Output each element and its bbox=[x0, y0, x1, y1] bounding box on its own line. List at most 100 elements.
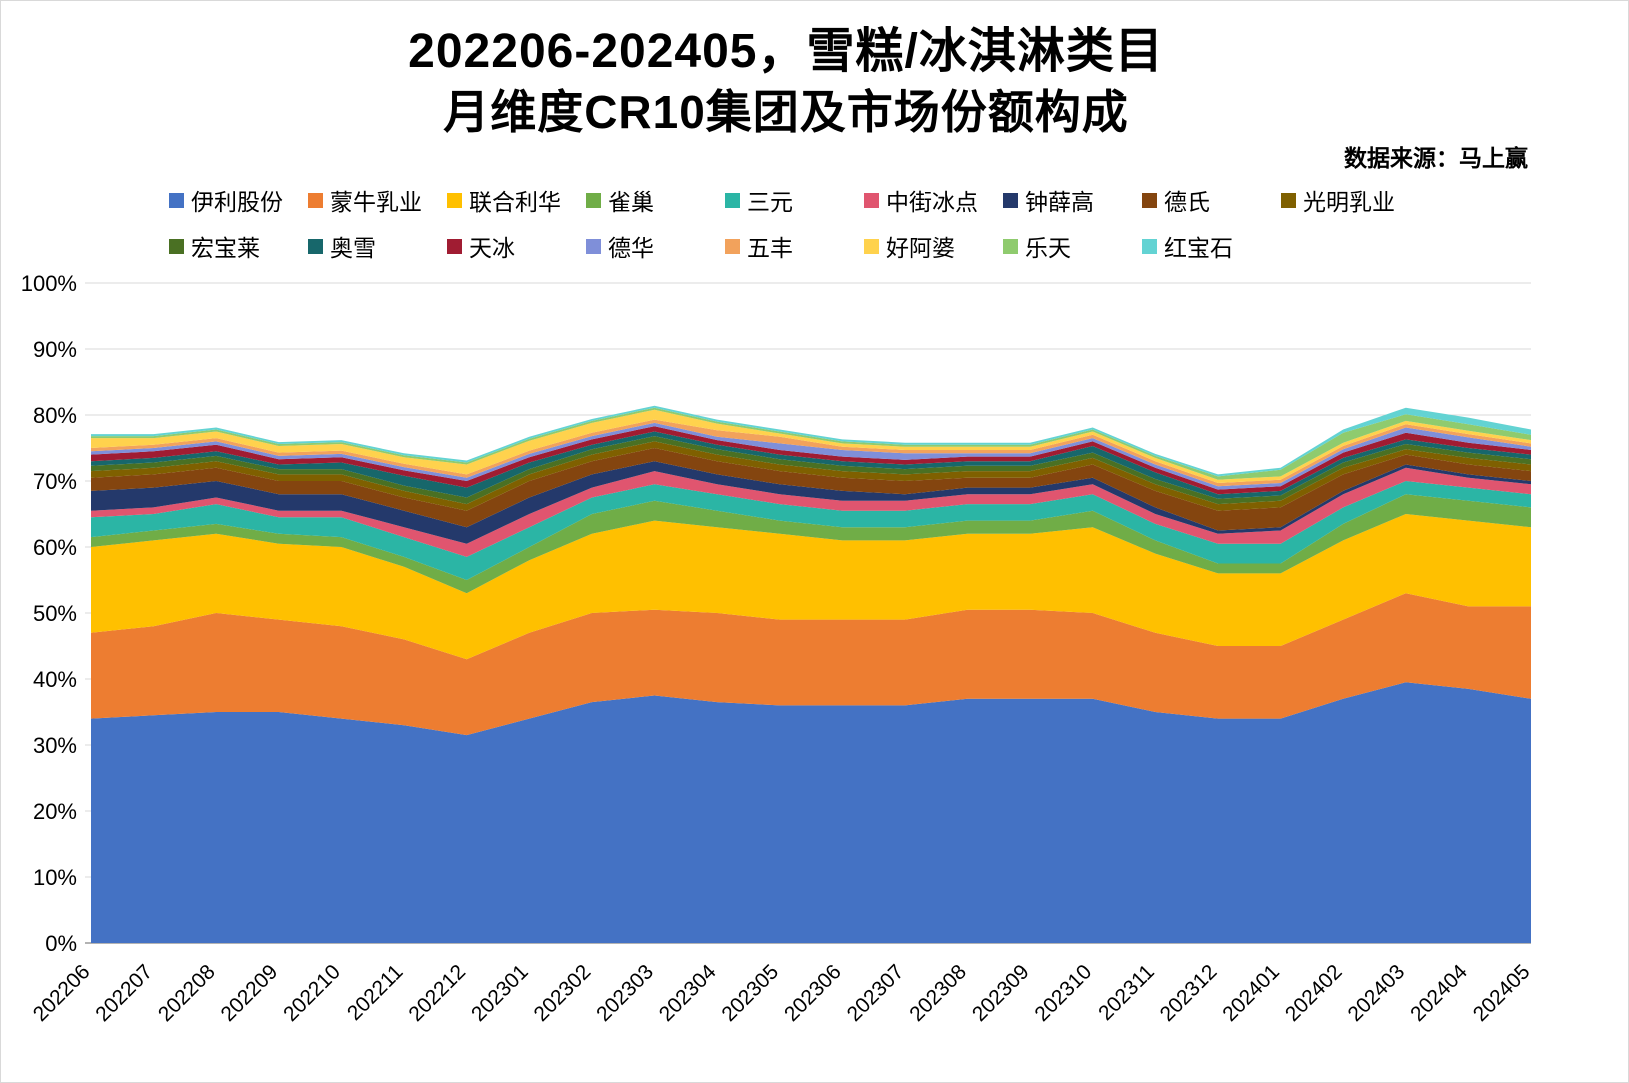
area-series-3 bbox=[91, 494, 1531, 594]
y-axis-label: 80% bbox=[33, 403, 77, 428]
area-series-0 bbox=[91, 682, 1531, 943]
area-layers bbox=[91, 405, 1531, 943]
x-axis-label: 202206 bbox=[29, 960, 95, 1026]
x-axis-label: 202209 bbox=[217, 960, 283, 1026]
legend-label: 宏宝莱 bbox=[191, 235, 260, 261]
x-axis-label: 202207 bbox=[91, 960, 157, 1026]
area-series-12 bbox=[91, 422, 1531, 490]
y-axis-label: 100% bbox=[21, 271, 77, 296]
legend-item-1: 蒙牛乳业 bbox=[308, 183, 447, 217]
legend-swatch bbox=[1003, 192, 1018, 208]
legend-label: 钟薛高 bbox=[1025, 189, 1094, 215]
y-axis-label: 20% bbox=[33, 799, 77, 824]
legend-item-15: 乐天 bbox=[1003, 229, 1142, 263]
x-axis-label: 202306 bbox=[780, 960, 846, 1026]
legend-swatch bbox=[308, 192, 323, 208]
legend-item-9: 宏宝莱 bbox=[169, 229, 308, 263]
x-axis-label: 202303 bbox=[592, 960, 658, 1026]
chart-title: 202206-202405，雪糕/冰淇淋类目 月维度CR10集团及市场份额构成 bbox=[1, 21, 1571, 141]
x-axis-label: 202302 bbox=[530, 960, 596, 1026]
legend-label: 五丰 bbox=[747, 235, 793, 261]
legend-label: 雀巢 bbox=[608, 189, 654, 215]
x-axis-label: 202301 bbox=[467, 960, 533, 1026]
legend-item-2: 联合利华 bbox=[447, 183, 586, 217]
x-axis-label: 202310 bbox=[1030, 960, 1096, 1026]
legend-item-14: 好阿婆 bbox=[864, 229, 1003, 263]
x-axis-label: 202405 bbox=[1469, 960, 1535, 1026]
legend-swatch bbox=[1003, 238, 1018, 254]
area-series-15 bbox=[91, 407, 1531, 480]
legend-label: 中街冰点 bbox=[886, 189, 978, 215]
x-axis-label: 202211 bbox=[343, 960, 408, 1025]
area-series-7 bbox=[91, 448, 1531, 531]
y-axis-label: 60% bbox=[33, 535, 77, 560]
legend-label: 天冰 bbox=[469, 235, 515, 261]
legend-item-3: 雀巢 bbox=[586, 183, 725, 217]
x-axis-label: 202402 bbox=[1281, 960, 1347, 1026]
legend-swatch bbox=[864, 192, 879, 208]
legend-label: 三元 bbox=[747, 189, 793, 215]
y-axis-label: 90% bbox=[33, 337, 77, 362]
y-axis-label: 40% bbox=[33, 667, 77, 692]
legend-label: 红宝石 bbox=[1164, 235, 1233, 261]
legend-swatch bbox=[447, 238, 462, 254]
y-axis-label: 10% bbox=[33, 865, 77, 890]
x-axis-label: 202308 bbox=[905, 960, 971, 1026]
x-axis-label: 202210 bbox=[279, 960, 345, 1026]
legend-item-13: 五丰 bbox=[725, 229, 864, 263]
data-source-note: 数据来源：马上赢 bbox=[1344, 145, 1528, 171]
area-series-5 bbox=[91, 467, 1531, 557]
legend-swatch bbox=[169, 192, 184, 208]
legend-label: 伊利股份 bbox=[191, 189, 283, 215]
x-axis-label: 202309 bbox=[968, 960, 1034, 1026]
chart-title-line2: 月维度CR10集团及市场份额构成 bbox=[443, 86, 1129, 138]
x-axis-label: 202311 bbox=[1094, 960, 1159, 1025]
area-series-11 bbox=[91, 426, 1531, 495]
legend-item-6: 钟薛高 bbox=[1003, 183, 1142, 217]
area-series-8 bbox=[91, 441, 1531, 511]
legend-item-8: 光明乳业 bbox=[1281, 183, 1420, 217]
legend-label: 德华 bbox=[608, 235, 654, 261]
legend-label: 乐天 bbox=[1025, 235, 1071, 261]
legend-label: 德氏 bbox=[1164, 189, 1210, 215]
legend-item-16: 红宝石 bbox=[1142, 229, 1281, 263]
area-series-4 bbox=[91, 481, 1531, 580]
area-series-13 bbox=[91, 419, 1531, 487]
y-axis-labels: 0% 10% 20% 30% 40% 50% 60% 70% 80% 90% 100% bbox=[21, 271, 77, 956]
x-axis-label: 202312 bbox=[1156, 960, 1222, 1026]
chart-title-line1: 202206-202405，雪糕/冰淇淋类目 bbox=[408, 25, 1164, 78]
legend-item-0: 伊利股份 bbox=[169, 183, 308, 217]
area-series-2 bbox=[91, 514, 1531, 660]
legend-swatch bbox=[447, 192, 462, 208]
x-axis-label: 202401 bbox=[1218, 960, 1284, 1026]
x-axis-label: 202208 bbox=[154, 960, 220, 1026]
y-axis-label: 30% bbox=[33, 733, 77, 758]
x-axis-label: 202404 bbox=[1406, 960, 1472, 1026]
area-series-16 bbox=[91, 405, 1531, 477]
x-axis-label: 202305 bbox=[717, 960, 783, 1026]
legend-label: 光明乳业 bbox=[1303, 189, 1395, 215]
y-axis-label: 50% bbox=[33, 601, 77, 626]
area-series-14 bbox=[91, 409, 1531, 483]
legend-swatch bbox=[1281, 192, 1296, 208]
x-axis-label: 202304 bbox=[655, 960, 721, 1026]
legend-swatch bbox=[169, 238, 184, 254]
legend-label: 联合利华 bbox=[469, 189, 561, 215]
area-series-10 bbox=[91, 431, 1531, 499]
legend-item-5: 中街冰点 bbox=[864, 183, 1003, 217]
legend-item-4: 三元 bbox=[725, 183, 864, 217]
legend-label: 蒙牛乳业 bbox=[330, 189, 422, 215]
legend-swatch bbox=[1142, 192, 1157, 208]
area-series-9 bbox=[91, 436, 1531, 505]
legend-item-7: 德氏 bbox=[1142, 183, 1281, 217]
legend-swatch bbox=[586, 238, 601, 254]
x-axis-label: 202307 bbox=[843, 960, 909, 1026]
legend-label: 好阿婆 bbox=[886, 235, 955, 261]
area-series-6 bbox=[91, 461, 1531, 544]
area-series-1 bbox=[91, 593, 1531, 736]
x-axis-labels: 2022062022072022082022092022102022112022… bbox=[29, 960, 1535, 1026]
legend-label: 奥雪 bbox=[330, 235, 376, 261]
x-axis-label: 202403 bbox=[1344, 960, 1410, 1026]
